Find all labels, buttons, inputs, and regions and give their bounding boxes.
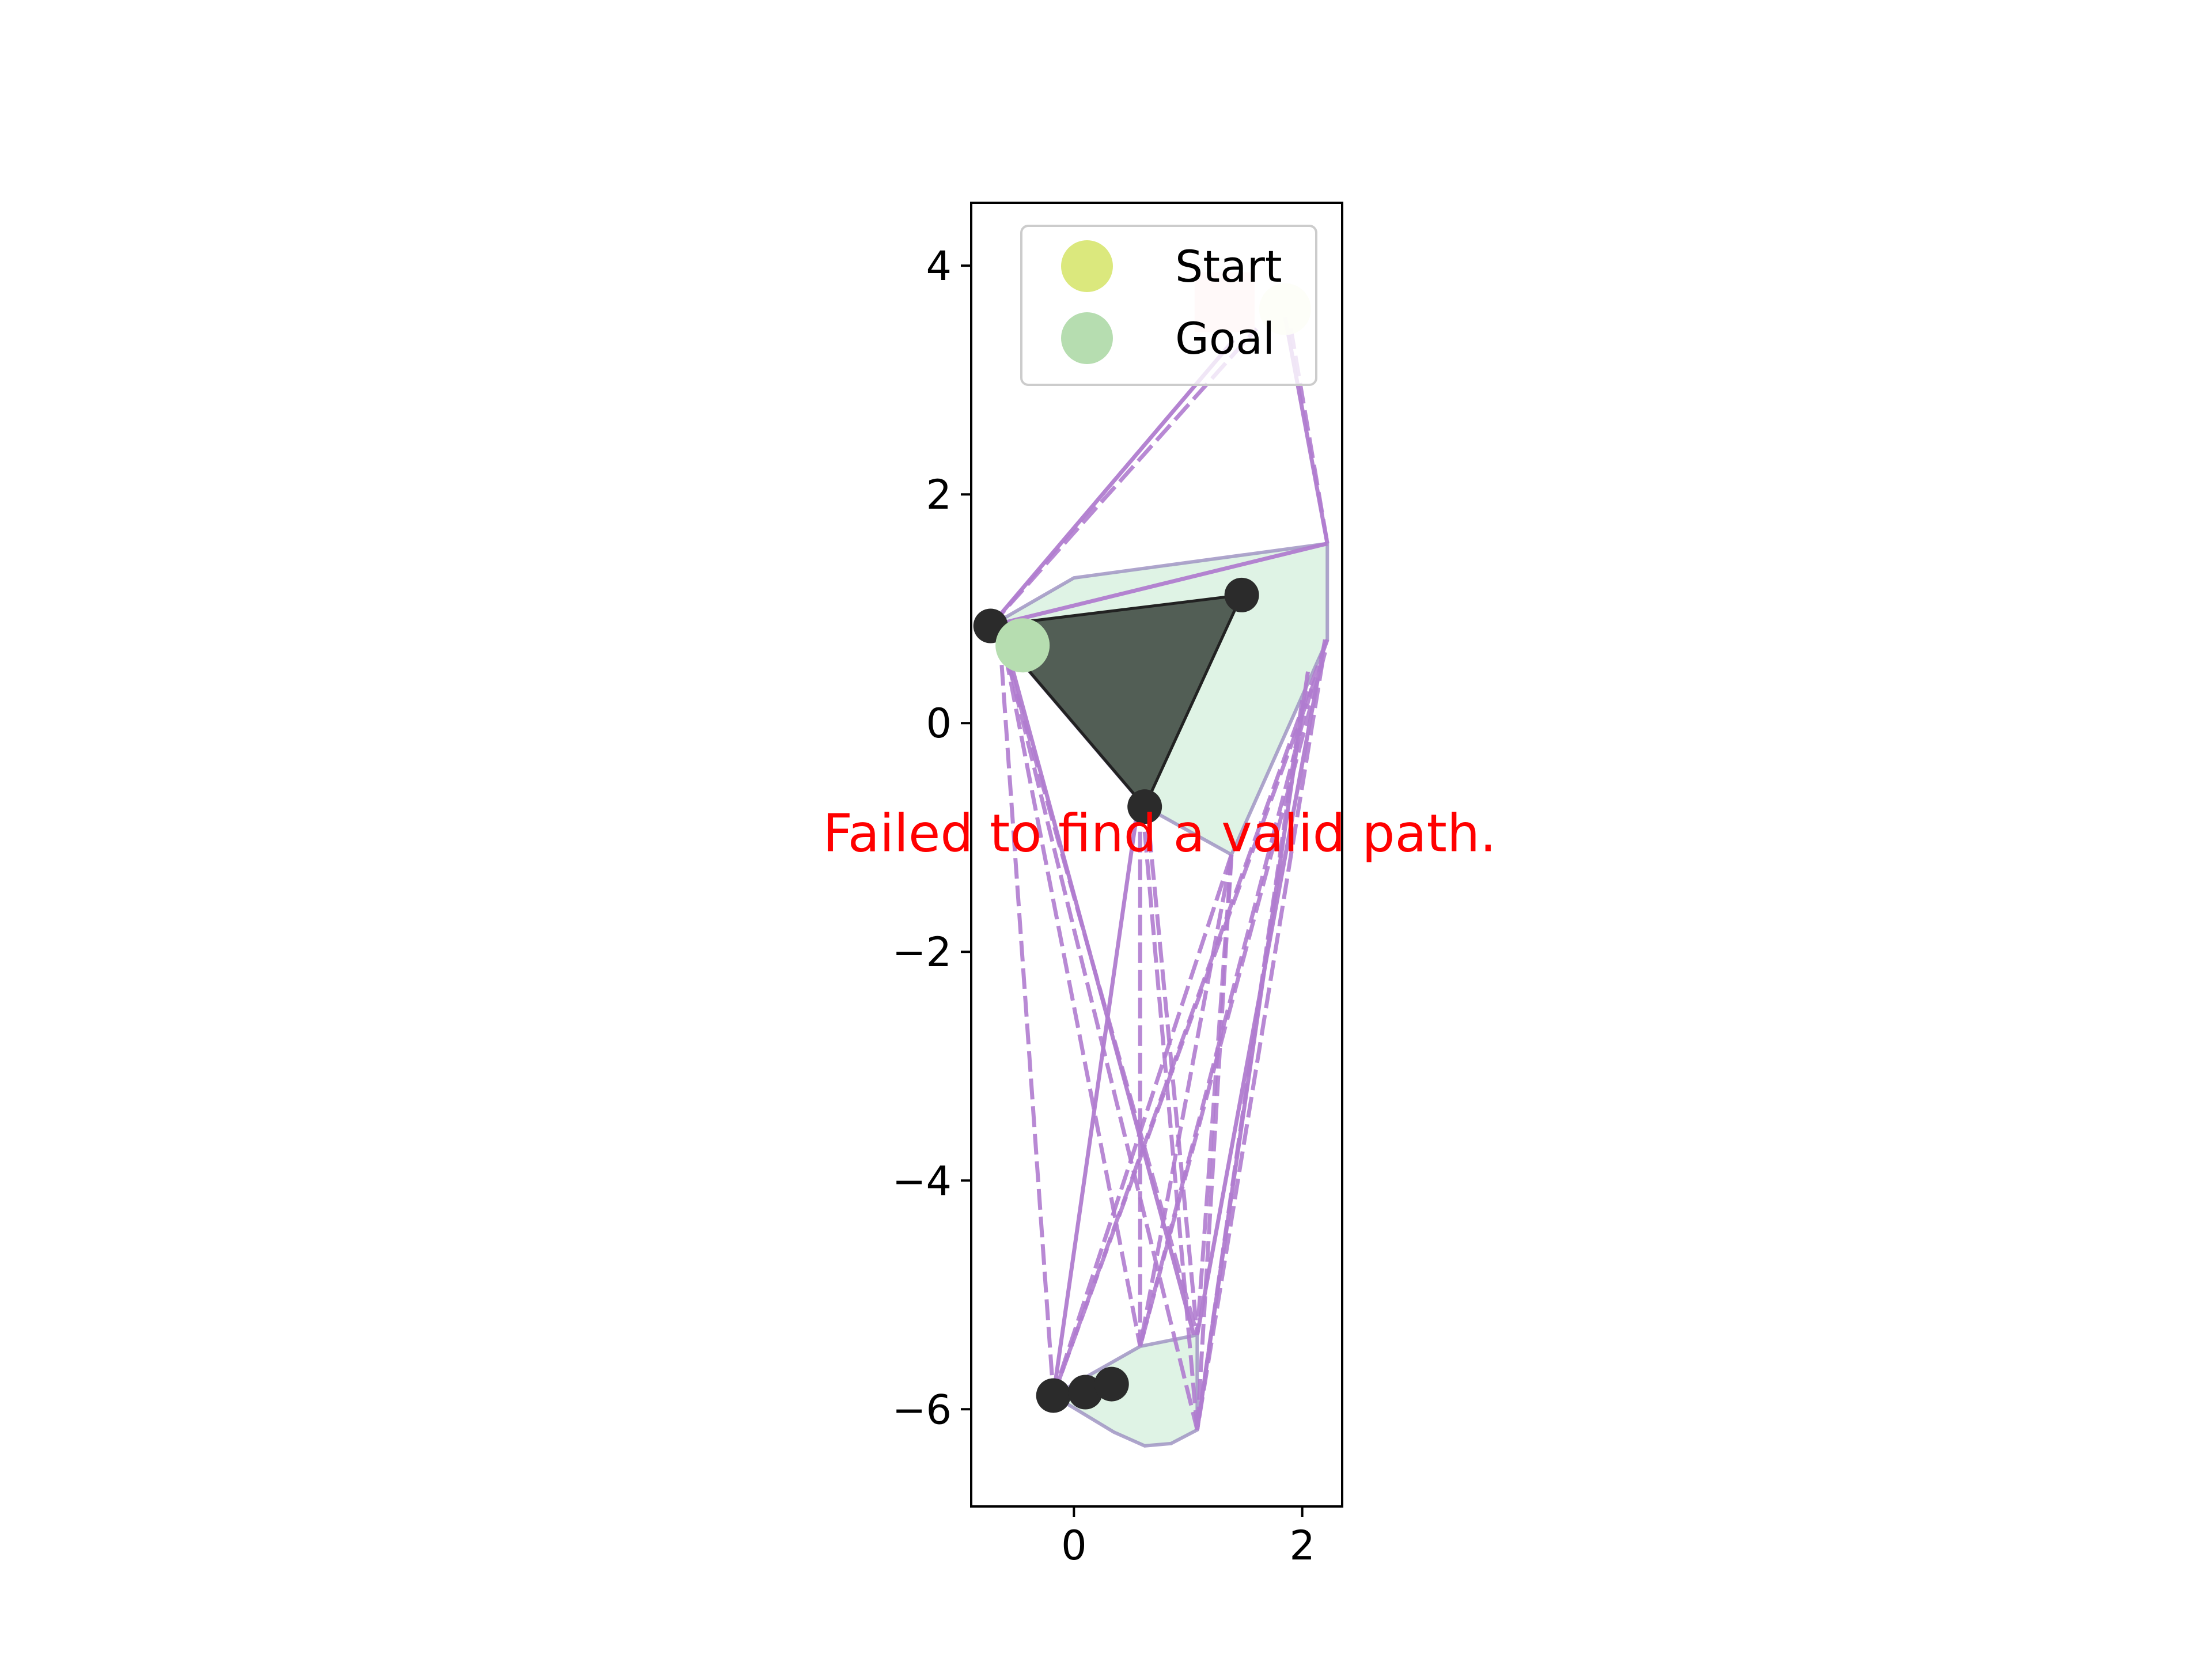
y-tick-label: 0 xyxy=(926,700,952,747)
failure-annotation: Failed to find a valid path. xyxy=(823,804,1496,864)
roadmap-edge-dashed xyxy=(1051,676,1318,1396)
axis-ticks: 0 2 4 2 0 −2 −4 −6 xyxy=(892,243,1315,1569)
triangle-obstacle xyxy=(987,593,1244,809)
roadmap-edge-dashed xyxy=(1003,654,1142,1347)
roadmap-edge-dashed xyxy=(1138,854,1234,1347)
roadmap-edge-dashed xyxy=(1138,688,1313,1347)
roadmap-vertex xyxy=(1036,1378,1071,1413)
axes-frame xyxy=(970,202,1343,1508)
roadmap-edge-dashed xyxy=(1051,854,1234,1396)
goal-point xyxy=(995,618,1050,673)
y-tick-label: −6 xyxy=(892,1386,952,1433)
y-tick-label: −2 xyxy=(892,929,952,976)
plot-area xyxy=(973,272,1330,1448)
roadmap-edge-dashed xyxy=(1195,854,1234,1430)
legend-label-start: Start xyxy=(1175,241,1282,292)
roadmap-vertex xyxy=(1068,1375,1103,1410)
roadmap-edge-dashed xyxy=(1195,660,1325,1430)
legend-swatch-goal xyxy=(1061,312,1113,364)
y-tick-label: −4 xyxy=(892,1157,952,1205)
roadmap-edge-dashed xyxy=(1195,854,1234,1335)
roadmap-edge-solid xyxy=(990,542,1328,628)
y-tick-label: 2 xyxy=(926,471,952,518)
x-tick-label: 2 xyxy=(1289,1522,1315,1569)
legend-swatch-start xyxy=(1061,240,1113,292)
roadmap-edge-dashed xyxy=(998,637,1056,1396)
roadmap-edge-dashed xyxy=(1147,831,1199,1335)
roadmap-edge-dashed xyxy=(1142,831,1199,1430)
roadmap-vertex xyxy=(1224,577,1259,612)
x-tick-label: 0 xyxy=(1061,1522,1087,1569)
roadmap-edge-dashed xyxy=(1006,660,1199,1430)
roadmap-vertex xyxy=(1094,1366,1129,1402)
roadmap-vertex xyxy=(1127,789,1162,824)
legend-label-goal: Goal xyxy=(1175,313,1275,364)
legend: Start Goal xyxy=(1020,225,1317,386)
roadmap-edge-dashed xyxy=(1195,700,1305,1430)
y-tick-label: 4 xyxy=(926,243,952,290)
